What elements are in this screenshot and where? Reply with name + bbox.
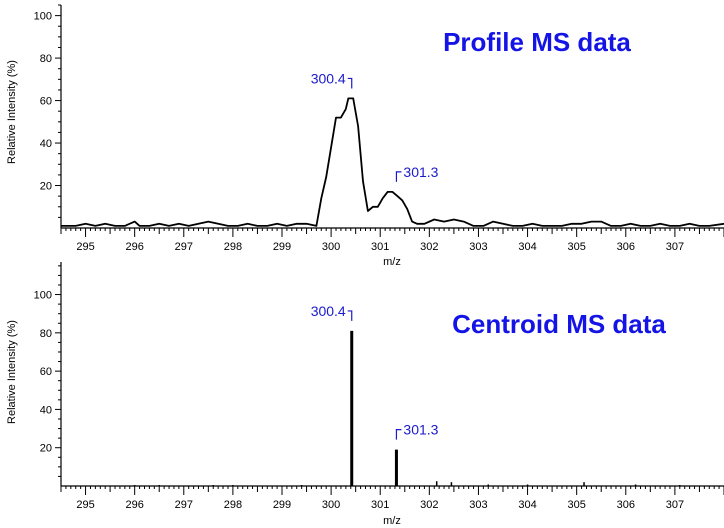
centroid-y-tick-label: 100: [34, 290, 52, 302]
centroid-x-tick-label: 298: [224, 499, 242, 511]
profile-y-tick-label: 60: [40, 96, 52, 108]
centroid-peak-bracket: [347, 310, 353, 321]
profile-ms-panel: Profile MS data m/z Relative Intensity (…: [6, 4, 724, 268]
profile-y-tick-label: 80: [40, 53, 52, 65]
centroid-panel-title: Centroid MS data: [452, 309, 666, 339]
centroid-x-tick-label: 297: [175, 499, 193, 511]
centroid-peak-bracket: [395, 429, 402, 440]
centroid-x-axis-label: m/z: [383, 515, 401, 527]
profile-x-tick-label: 296: [125, 241, 143, 253]
profile-y-tick-label: 100: [34, 11, 52, 23]
profile-profile-trace: [61, 97, 724, 227]
profile-x-axis-label: m/z: [383, 256, 401, 268]
profile-x-tick-label: 305: [567, 241, 585, 253]
profile-panel-title: Profile MS data: [443, 27, 631, 57]
centroid-x-tick-label: 296: [125, 499, 143, 511]
profile-y-tick-label: 20: [40, 181, 52, 193]
profile-x-tick-label: 298: [224, 241, 242, 253]
profile-x-tick-label: 303: [469, 241, 487, 253]
centroid-y-axis-label: Relative Intensity (%): [6, 320, 18, 424]
centroid-y-tick-label: 20: [40, 443, 52, 455]
profile-y-tick-label: 40: [40, 138, 52, 150]
centroid-y-tick-label: 80: [40, 328, 52, 340]
profile-peak-label: 300.4: [311, 70, 346, 86]
centroid-peak-label: 301.3: [403, 422, 438, 438]
profile-x-tick-label: 304: [518, 241, 536, 253]
profile-x-tick-label: 297: [175, 241, 193, 253]
centroid-peak-label: 300.4: [311, 303, 346, 319]
centroid-x-tick-label: 299: [273, 499, 291, 511]
profile-y-axis-label: Relative Intensity (%): [6, 60, 18, 164]
centroid-x-tick-label: 301: [371, 499, 389, 511]
centroid-x-tick-label: 307: [666, 499, 684, 511]
profile-x-tick-label: 302: [420, 241, 438, 253]
profile-x-tick-label: 306: [617, 241, 635, 253]
centroid-x-tick-label: 295: [76, 499, 94, 511]
profile-peak-bracket: [395, 171, 402, 182]
profile-peak-label: 301.3: [403, 164, 438, 180]
centroid-ms-panel: Centroid MS data m/z Relative Intensity …: [6, 262, 724, 527]
centroid-x-tick-label: 302: [420, 499, 438, 511]
centroid-x-tick-label: 306: [617, 499, 635, 511]
centroid-y-tick-label: 40: [40, 404, 52, 416]
profile-x-tick-label: 301: [371, 241, 389, 253]
centroid-x-tick-label: 300: [322, 499, 340, 511]
centroid-y-tick-label: 60: [40, 366, 52, 378]
centroid-x-tick-label: 304: [518, 499, 536, 511]
profile-x-tick-label: 300: [322, 241, 340, 253]
profile-x-tick-label: 299: [273, 241, 291, 253]
centroid-x-tick-label: 305: [567, 499, 585, 511]
profile-x-tick-label: 307: [666, 241, 684, 253]
profile-peak-bracket: [347, 77, 353, 89]
centroid-x-tick-label: 303: [469, 499, 487, 511]
profile-x-tick-label: 295: [76, 241, 94, 253]
